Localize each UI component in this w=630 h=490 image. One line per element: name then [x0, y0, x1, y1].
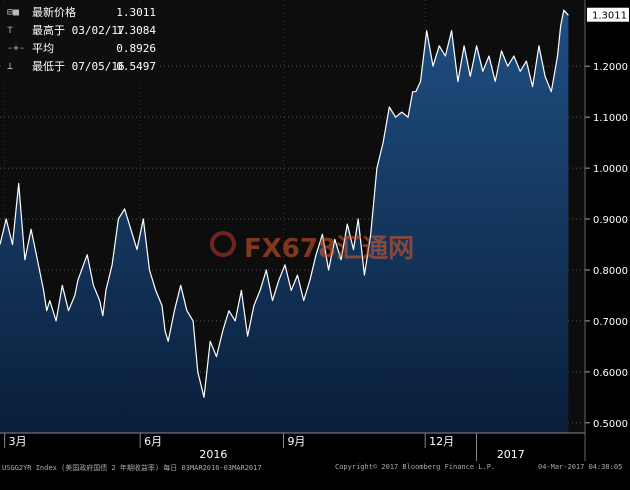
legend-value-high: 1.3084 — [116, 24, 156, 37]
legend-last-icon: ⊟■ — [7, 7, 20, 18]
y-tick-label: 1.1000 — [593, 113, 628, 124]
legend-value-low: 0.5497 — [116, 60, 156, 73]
y-tick-label: 0.9000 — [593, 215, 628, 226]
legend-value-last: 1.3011 — [116, 6, 156, 19]
legend-low-icon: ⊥ — [7, 61, 14, 72]
legend-label-low: 最低于 07/05/16 — [32, 60, 125, 73]
x-tick-label: 6月 — [144, 435, 162, 448]
legend-label-average: 平均 — [32, 42, 54, 55]
series-area — [0, 10, 569, 433]
footer-timestamp: 04-Mar-2017 04:38:05 — [538, 463, 623, 471]
current-value-box — [587, 7, 629, 22]
legend-row-low: ⊥ 最低于 07/05/16 0.5497 — [4, 59, 160, 75]
x-year-label: 2016 — [199, 448, 227, 461]
y-tick-label: 0.5000 — [593, 419, 628, 430]
x-year-label: 2017 — [497, 448, 525, 461]
watermark-circle-icon — [210, 231, 236, 257]
y-tick-label: 0.8000 — [593, 266, 628, 277]
footer-copyright: Copyright© 2017 Bloomberg Finance L.P. — [335, 463, 496, 471]
legend-label-last: 最新价格 — [32, 6, 76, 19]
watermark-text: FX678汇通网 — [244, 234, 415, 264]
watermark-logo: FX678汇通网 — [210, 228, 430, 264]
y-tick-label: 0.6000 — [593, 368, 628, 379]
legend-high-icon: ⊤ — [7, 25, 14, 36]
footer-bar: USGG2YR Index (美国政府国债 2 年期收益率) 每日 03MAR2… — [0, 461, 630, 490]
legend-average-icon: -+- — [7, 43, 26, 54]
y-axis-panel — [585, 0, 630, 461]
y-tick-label: 0.7000 — [593, 317, 628, 328]
legend-box: ⊟■ 最新价格 1.3011 ⊤ 最高于 03/02/17 1.3084 -+-… — [4, 3, 160, 83]
legend-row-last-price: ⊟■ 最新价格 1.3011 — [4, 5, 160, 21]
footer-index-info: USGG2YR Index (美国政府国债 2 年期收益率) 每日 03MAR2… — [2, 464, 262, 472]
legend-row-high: ⊤ 最高于 03/02/17 1.3084 — [4, 23, 160, 39]
x-tick-label: 9月 — [287, 435, 305, 448]
legend-value-average: 0.8926 — [116, 42, 156, 55]
legend-row-average: -+- 平均 0.8926 — [4, 41, 160, 57]
current-value-label: 1.3011 — [592, 11, 627, 22]
y-tick-label: 1.2000 — [593, 62, 628, 73]
x-tick-label: 3月 — [9, 435, 27, 448]
y-tick-label: 1.0000 — [593, 164, 628, 175]
series-line — [0, 9, 569, 398]
x-tick-label: 12月 — [429, 435, 454, 448]
legend-label-high: 最高于 03/02/17 — [32, 24, 125, 37]
